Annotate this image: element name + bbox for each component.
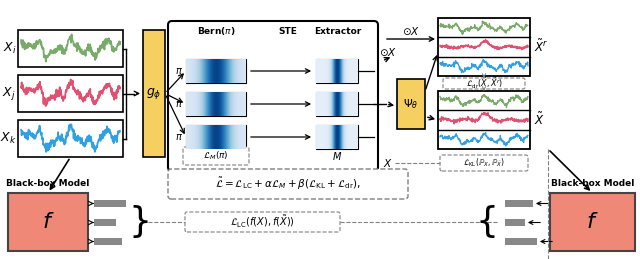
Text: $\odot X$: $\odot X$ bbox=[402, 25, 420, 37]
FancyBboxPatch shape bbox=[185, 212, 340, 232]
Text: Extractor: Extractor bbox=[314, 26, 362, 35]
Text: }: } bbox=[128, 205, 151, 239]
Text: $g_\phi$: $g_\phi$ bbox=[147, 86, 162, 101]
FancyBboxPatch shape bbox=[440, 155, 528, 171]
Text: $X_j$: $X_j$ bbox=[3, 85, 16, 102]
Text: $M$: $M$ bbox=[332, 150, 342, 162]
Text: $\tilde{\mathcal{L}} = \mathcal{L}_{\rm LC} + \alpha\mathcal{L}_M + \beta(\mathc: $\tilde{\mathcal{L}} = \mathcal{L}_{\rm … bbox=[215, 176, 361, 192]
Bar bbox=[505, 219, 525, 226]
Bar bbox=[186, 59, 246, 83]
Text: $\tilde{X}$: $\tilde{X}$ bbox=[534, 112, 545, 128]
Text: Bern($\pi$): Bern($\pi$) bbox=[196, 25, 236, 37]
Bar bbox=[316, 92, 358, 116]
Text: STE: STE bbox=[278, 26, 298, 35]
Bar bbox=[186, 92, 246, 116]
Bar bbox=[505, 238, 537, 245]
Text: Black-box Model: Black-box Model bbox=[6, 178, 90, 188]
Text: $f$: $f$ bbox=[42, 212, 54, 232]
Text: $X$: $X$ bbox=[383, 157, 393, 169]
Bar bbox=[186, 125, 246, 149]
Bar bbox=[94, 238, 122, 245]
Text: $\Psi_\theta$: $\Psi_\theta$ bbox=[403, 97, 419, 111]
FancyBboxPatch shape bbox=[168, 21, 378, 171]
Bar bbox=[143, 30, 165, 157]
Bar bbox=[8, 193, 88, 251]
Bar bbox=[18, 120, 123, 157]
Bar bbox=[505, 200, 533, 207]
Text: {: { bbox=[476, 205, 499, 239]
Bar bbox=[18, 75, 123, 112]
Bar bbox=[397, 79, 425, 129]
Bar bbox=[438, 18, 530, 76]
Text: $\mathcal{L}_{\rm KL}(\mathbb{P}_X, \mathbb{P}_{\tilde{X}})$: $\mathcal{L}_{\rm KL}(\mathbb{P}_X, \mat… bbox=[463, 157, 505, 169]
Text: $\tilde{X}^r$: $\tilde{X}^r$ bbox=[534, 39, 548, 55]
Text: $\pi$: $\pi$ bbox=[175, 132, 183, 142]
Bar bbox=[94, 200, 126, 207]
Text: $\mathcal{L}_{\rm LC}(f(X), f(\tilde{X}))$: $\mathcal{L}_{\rm LC}(f(X), f(\tilde{X})… bbox=[230, 214, 295, 230]
Text: $\odot X$: $\odot X$ bbox=[378, 46, 397, 58]
Bar bbox=[316, 125, 358, 149]
Text: Black-box Model: Black-box Model bbox=[551, 178, 634, 188]
FancyBboxPatch shape bbox=[443, 78, 525, 89]
FancyBboxPatch shape bbox=[183, 147, 249, 165]
Text: $\mathcal{L}_M(\pi)$: $\mathcal{L}_M(\pi)$ bbox=[203, 150, 229, 162]
Text: $\pi$: $\pi$ bbox=[175, 99, 183, 109]
Bar bbox=[550, 193, 635, 251]
Text: $\pi$: $\pi$ bbox=[175, 66, 183, 76]
Text: $X_i$: $X_i$ bbox=[3, 41, 16, 56]
Bar bbox=[316, 59, 358, 83]
Text: $X_k$: $X_k$ bbox=[0, 131, 16, 146]
Text: $\mathcal{L}_{\rm dr}(\tilde{X}, \tilde{X}^r)$: $\mathcal{L}_{\rm dr}(\tilde{X}, \tilde{… bbox=[465, 76, 502, 91]
Bar bbox=[94, 219, 116, 226]
Bar bbox=[18, 30, 123, 67]
Bar bbox=[438, 91, 530, 149]
FancyBboxPatch shape bbox=[168, 169, 408, 199]
Text: $f$: $f$ bbox=[586, 212, 599, 232]
